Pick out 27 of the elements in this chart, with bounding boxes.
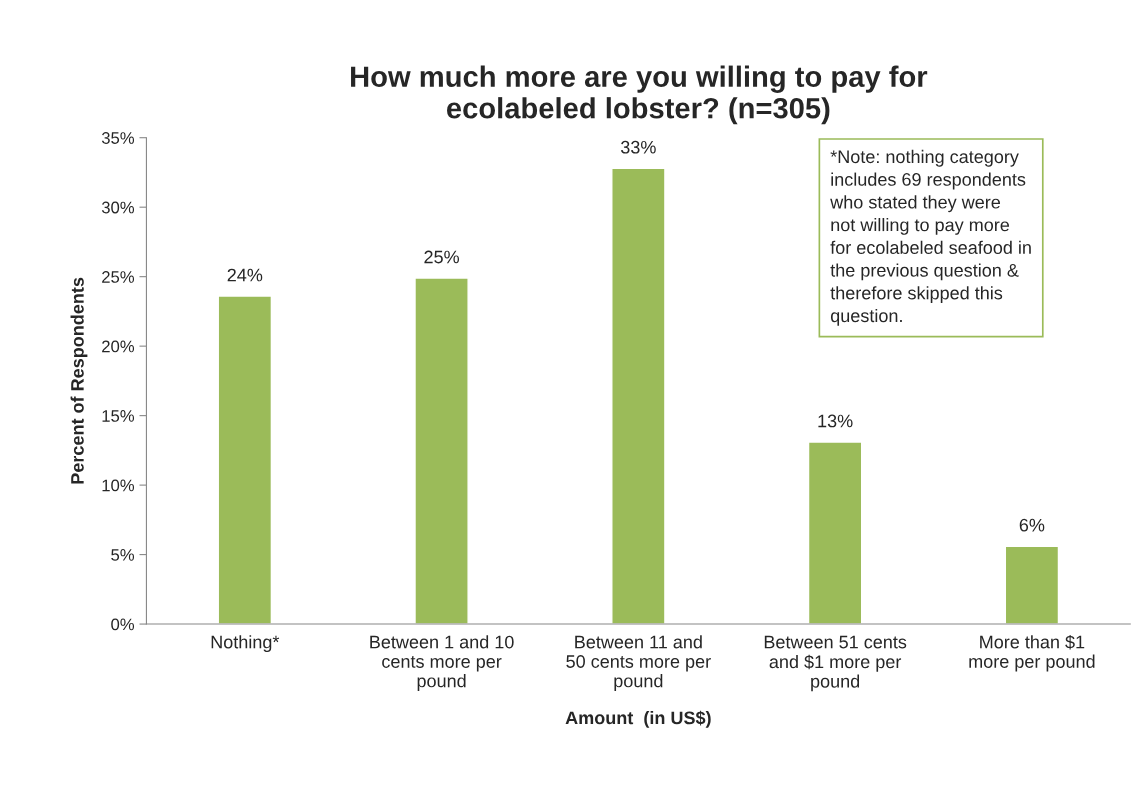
y-axis-title: Percent of Respondents: [70, 277, 88, 484]
y-tick-label: 15%: [102, 410, 135, 422]
y-tick-label: 25%: [102, 271, 135, 283]
bar: [611, 167, 666, 625]
data-label: 13%: [818, 414, 853, 428]
data-label: 24%: [227, 268, 263, 282]
bar: [414, 277, 469, 625]
x-tick-label: Nothing*: [211, 635, 280, 653]
bar: [807, 441, 863, 625]
y-tick-label: 10%: [102, 479, 135, 492]
y-tick-label: 0%: [111, 618, 135, 631]
bar: [1004, 545, 1060, 625]
bar: [217, 295, 273, 625]
data-label: 33%: [620, 140, 656, 154]
y-tick-label: 5%: [111, 549, 135, 561]
annotation: *Note: nothing category includes 69 respondents who stated they were not willing to pay more for ecolabeled seafood in the previous question & therefore skipped this question.: [830, 149, 1031, 326]
x-tick-label: More than $1 more per pound: [969, 634, 1095, 672]
data-label: 25%: [424, 250, 460, 264]
x-axis-title: Amount (in US$): [565, 710, 711, 728]
y-tick-label: 30%: [101, 201, 135, 214]
y-tick-label: 20%: [102, 340, 135, 353]
y-tick-label: 35%: [101, 132, 135, 144]
x-tick-label: Between 51 cents and $1 more per pound: [764, 635, 907, 692]
x-tick-label: Between 1 and 10 cents more per pound: [370, 635, 514, 691]
data-label: 6%: [1019, 518, 1045, 532]
x-tick-label: Between 11 and 50 cents more per pound: [566, 635, 711, 691]
chart-title: How much more are you willing to pay for ecolabeled lobster? (n=305): [351, 65, 928, 125]
